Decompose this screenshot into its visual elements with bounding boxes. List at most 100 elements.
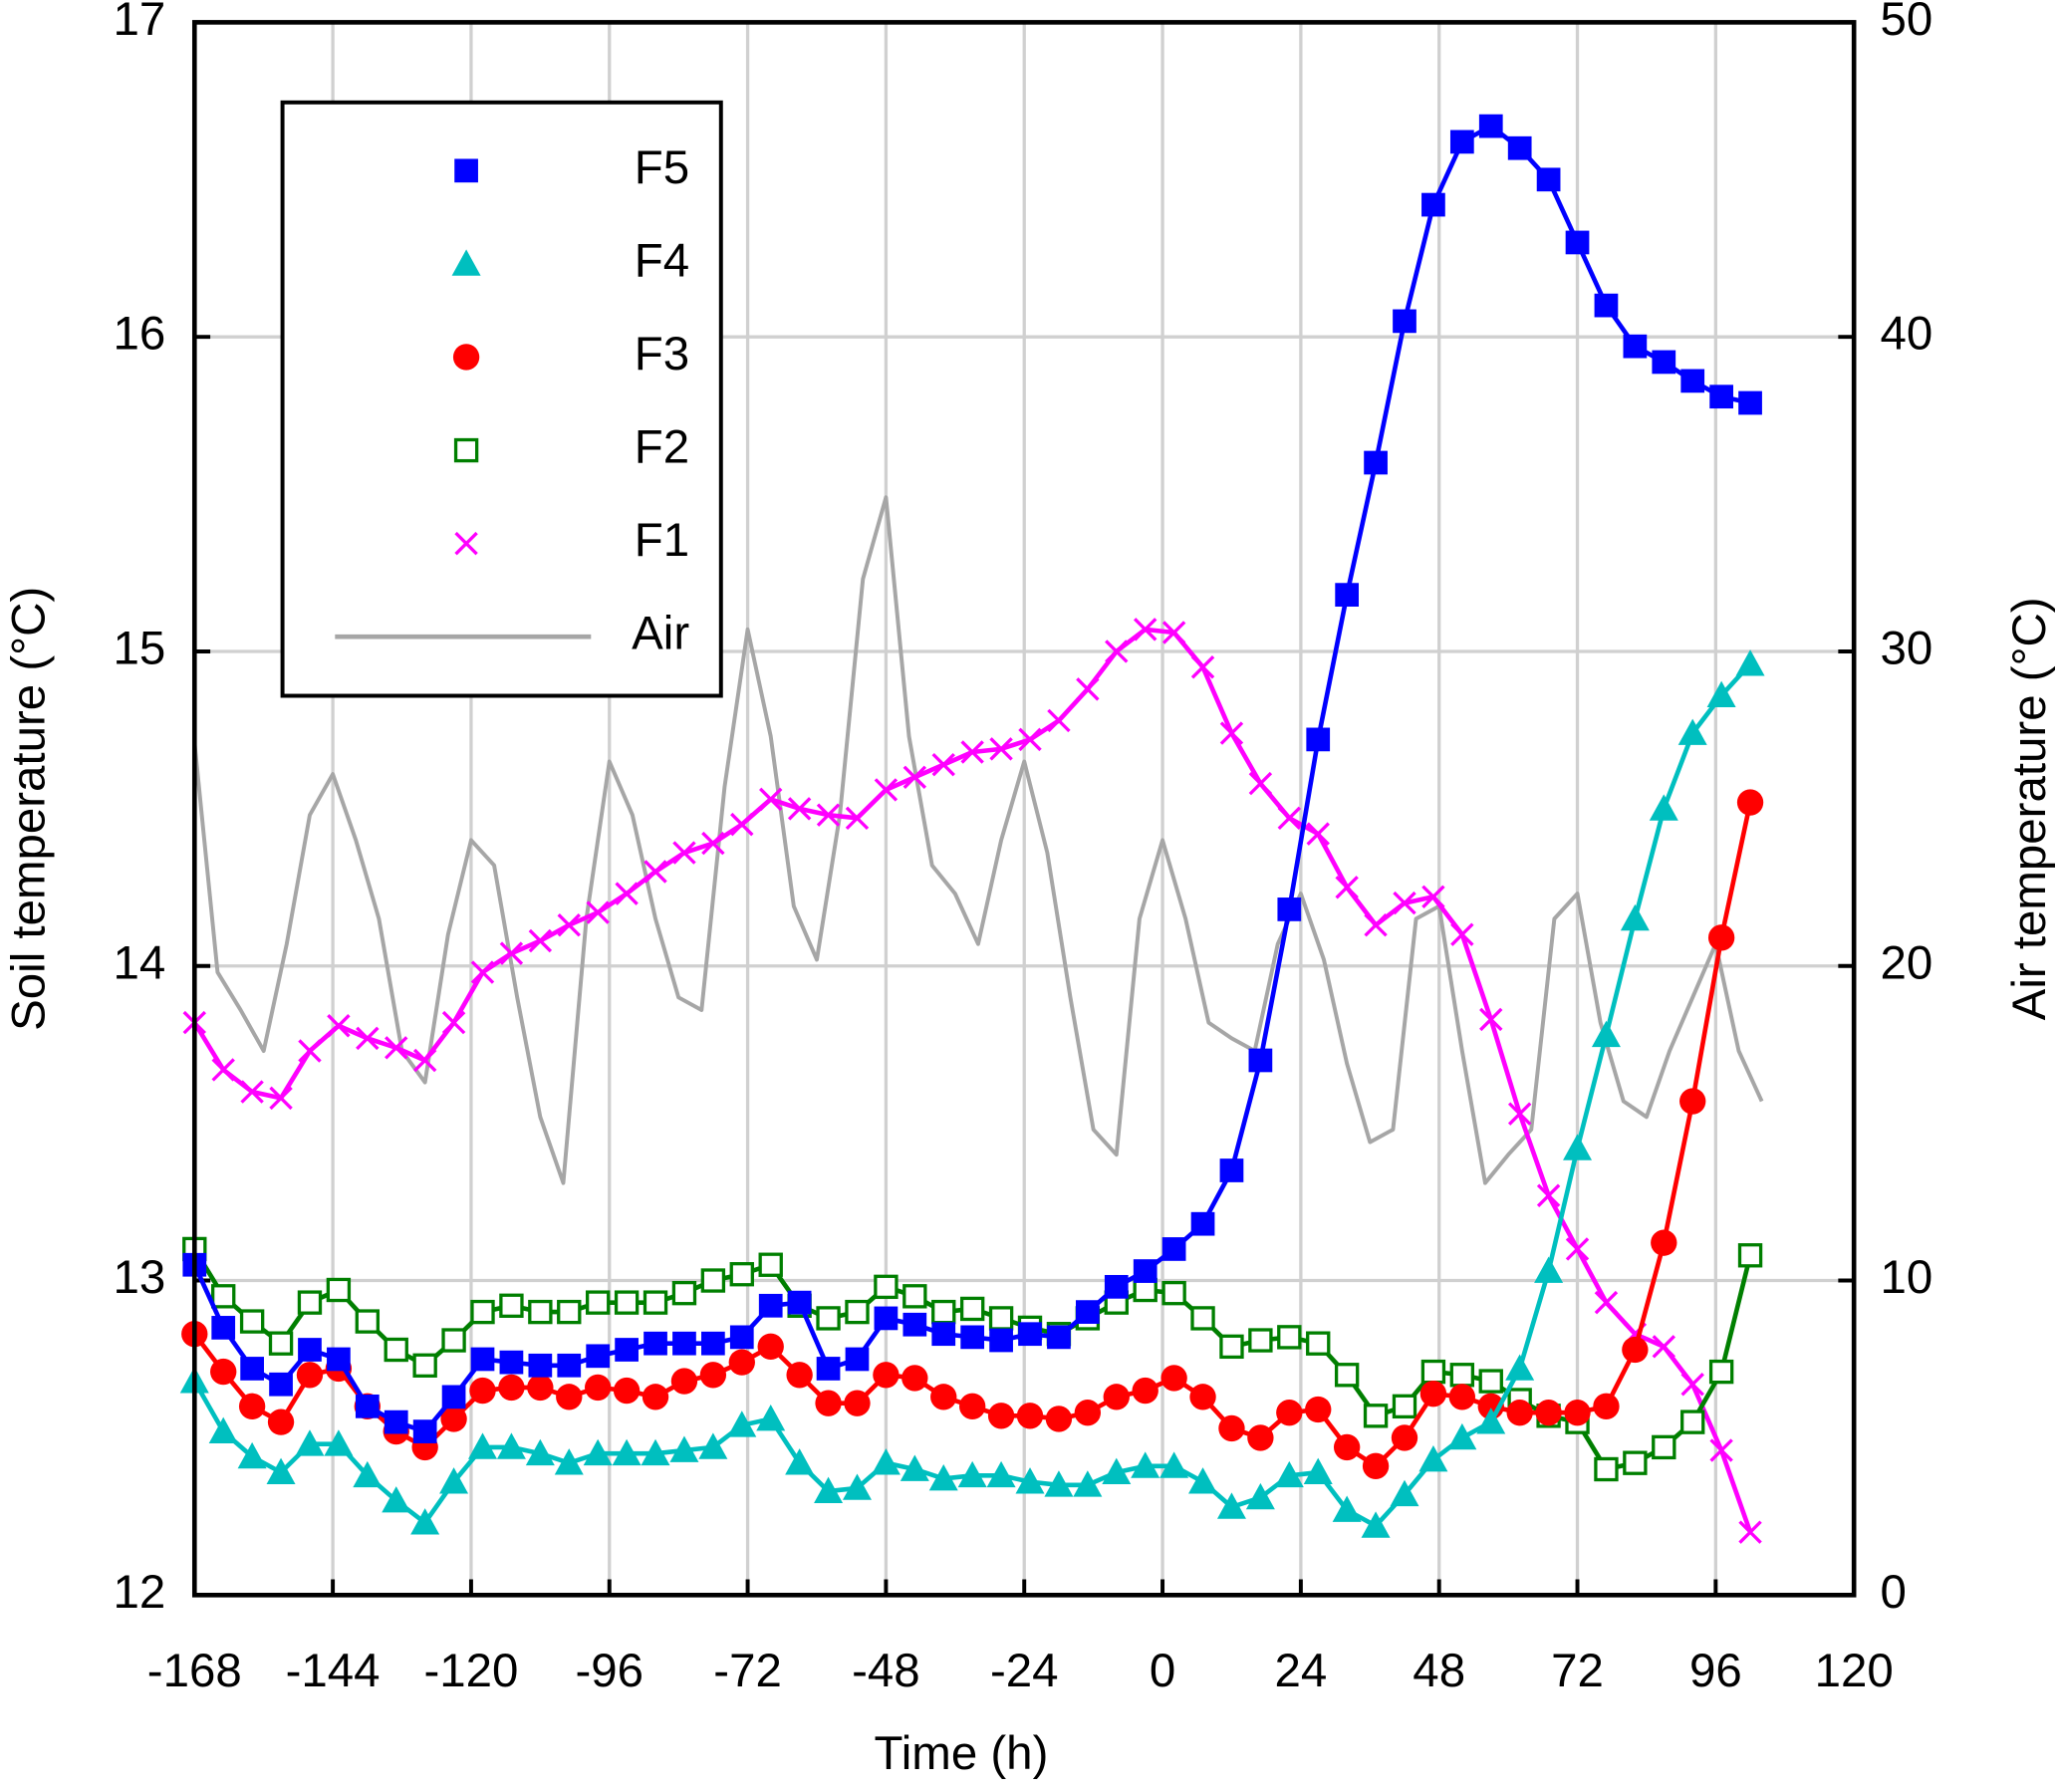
marker xyxy=(842,1473,872,1500)
marker xyxy=(756,1404,786,1431)
marker xyxy=(874,778,899,802)
x-tick-label: 48 xyxy=(1413,1645,1465,1697)
marker xyxy=(211,1316,236,1340)
marker xyxy=(1593,1393,1620,1420)
marker xyxy=(298,1338,322,1362)
marker xyxy=(499,941,524,965)
marker xyxy=(729,1325,754,1350)
marker xyxy=(269,1372,293,1397)
marker xyxy=(1506,1399,1533,1426)
legend-label: F3 xyxy=(635,328,689,381)
marker xyxy=(412,1419,437,1443)
marker xyxy=(454,158,478,183)
marker xyxy=(1507,1102,1532,1126)
marker xyxy=(452,344,480,371)
marker xyxy=(1190,655,1215,679)
marker xyxy=(453,437,479,463)
marker xyxy=(931,1322,956,1347)
marker xyxy=(1707,924,1735,951)
marker xyxy=(815,1390,842,1416)
marker xyxy=(958,1393,986,1420)
x-tick-label: -48 xyxy=(852,1645,920,1697)
marker xyxy=(1076,677,1100,701)
marker xyxy=(701,1331,725,1356)
x-tick-label: -144 xyxy=(286,1645,381,1697)
y-tick-label: 14 xyxy=(114,936,166,989)
marker xyxy=(730,812,754,837)
marker xyxy=(612,1438,642,1466)
marker xyxy=(528,1299,553,1325)
marker xyxy=(237,1441,267,1469)
legend-label: Air xyxy=(632,608,689,660)
marker xyxy=(787,1290,812,1315)
marker xyxy=(672,1331,696,1356)
marker xyxy=(845,1299,870,1325)
marker xyxy=(355,1309,381,1334)
marker xyxy=(355,1394,380,1418)
legend-label: F4 xyxy=(635,234,689,287)
marker xyxy=(1075,1300,1100,1324)
marker xyxy=(1247,1424,1274,1451)
y2-tick-label: 40 xyxy=(1881,308,1933,361)
marker xyxy=(410,1508,440,1535)
marker xyxy=(1015,1467,1045,1494)
marker xyxy=(468,1432,497,1459)
marker xyxy=(699,1362,727,1389)
marker xyxy=(1738,1520,1762,1544)
marker xyxy=(441,1385,466,1409)
marker xyxy=(1044,1470,1074,1497)
marker xyxy=(1652,1434,1676,1460)
marker xyxy=(554,1448,584,1475)
marker xyxy=(585,1374,612,1402)
marker xyxy=(327,1014,351,1038)
marker xyxy=(1133,618,1158,641)
marker xyxy=(1450,922,1474,946)
marker xyxy=(1335,876,1359,899)
marker xyxy=(1708,1359,1734,1385)
y2-tick-label: 50 xyxy=(1881,0,1933,46)
y2-tick-label: 30 xyxy=(1881,622,1933,674)
marker xyxy=(528,928,553,953)
y-tick-label: 17 xyxy=(114,0,166,46)
marker xyxy=(1420,1359,1446,1385)
marker xyxy=(1073,1470,1103,1497)
marker xyxy=(557,1299,582,1325)
marker xyxy=(902,1312,927,1337)
marker xyxy=(900,1454,929,1481)
marker xyxy=(297,1290,323,1315)
legend-label: F1 xyxy=(635,514,689,567)
marker xyxy=(957,1460,987,1488)
marker xyxy=(1018,1322,1042,1347)
plot-frame xyxy=(191,20,1857,1598)
marker xyxy=(1677,718,1707,745)
marker xyxy=(1305,1396,1332,1423)
marker xyxy=(240,1080,264,1104)
series-line xyxy=(192,495,1764,1185)
marker xyxy=(1565,230,1590,255)
marker xyxy=(1219,1158,1244,1182)
marker xyxy=(845,1347,870,1372)
marker xyxy=(441,1010,466,1035)
marker xyxy=(1218,1414,1245,1442)
marker xyxy=(787,797,812,821)
marker xyxy=(641,1438,670,1466)
marker xyxy=(1333,1433,1361,1461)
marker xyxy=(874,1274,899,1300)
marker xyxy=(499,1350,524,1375)
marker xyxy=(1421,192,1445,217)
marker xyxy=(1536,167,1561,192)
marker xyxy=(1276,1399,1303,1426)
marker xyxy=(614,1290,640,1315)
marker xyxy=(451,249,481,276)
marker xyxy=(1132,1377,1158,1405)
marker xyxy=(1245,1482,1275,1510)
marker xyxy=(1332,1495,1362,1522)
marker xyxy=(211,1284,236,1309)
marker xyxy=(1736,789,1764,816)
marker xyxy=(1652,350,1676,375)
marker xyxy=(1479,1007,1503,1032)
marker xyxy=(496,1432,526,1459)
marker xyxy=(671,1280,697,1306)
x-tick-label: 24 xyxy=(1274,1645,1327,1697)
